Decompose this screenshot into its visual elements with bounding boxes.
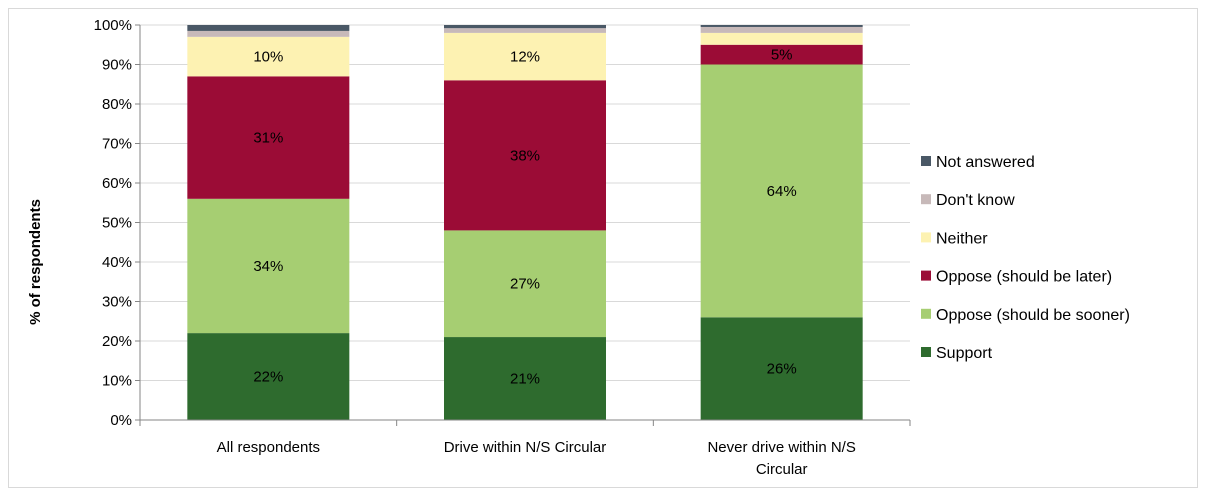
legend: Not answered Don't know Neither Oppose (sho… [921, 154, 1130, 362]
bar-segment [700, 64, 863, 318]
bar-segment [700, 32, 863, 45]
legend-label: Support [936, 345, 993, 362]
y-tick-label: 30% [102, 294, 132, 311]
bar-segment [187, 76, 350, 199]
x-tick-label: All respondents [217, 439, 320, 456]
legend-swatch [921, 308, 931, 319]
legend-label: Oppose (should be later) [936, 269, 1112, 286]
bar-segment [700, 26, 863, 33]
bar-segment [444, 25, 606, 29]
legend-swatch [921, 156, 931, 166]
data-label: 27% [510, 276, 540, 293]
legend-item: Oppose (should be sooner) [921, 307, 1130, 324]
bar-segment [187, 198, 350, 334]
legend-swatch [921, 347, 931, 357]
legend-swatch [921, 232, 931, 243]
legend-label: Don't know [936, 192, 1015, 209]
bar-segment [700, 25, 863, 27]
data-label: 10% [253, 49, 283, 66]
data-label: 64% [767, 183, 797, 200]
data-label: 31% [253, 130, 283, 147]
y-tick-label: 20% [102, 333, 132, 350]
bar-segment [444, 32, 606, 81]
x-tick-label: Never drive within N/S [707, 439, 855, 456]
legend-label: Not answered [936, 154, 1035, 171]
x-tick-labels: All respondents Drive within N/S Circular… [217, 439, 856, 478]
legend-swatch [921, 194, 931, 205]
bar-segment [187, 30, 350, 37]
bar-segment [444, 230, 606, 338]
data-label: 34% [253, 258, 283, 275]
y-tick-label: 100% [94, 17, 132, 34]
y-tick-label: 40% [102, 254, 132, 271]
bar-segment [444, 28, 606, 33]
legend-item: Don't know [921, 192, 1015, 209]
data-label: 21% [510, 371, 540, 388]
legend-label: Neither [936, 230, 988, 247]
bar-segment [444, 337, 606, 420]
data-label: 22% [253, 369, 283, 386]
y-tick-labels: 0% 10% 20% 30% 40% 50% 60% 70% 80% 90% 100% [94, 17, 132, 429]
data-label: 38% [510, 147, 540, 164]
data-label: 5% [771, 47, 793, 64]
y-tick-label: 50% [102, 215, 132, 232]
bar-segment [700, 44, 863, 65]
y-tick-label: 60% [102, 175, 132, 192]
legend-item: Neither [921, 230, 988, 247]
bar-segment [187, 36, 350, 77]
y-tick-label: 90% [102, 57, 132, 74]
x-tick-label: Drive within N/S Circular [444, 439, 607, 456]
bars: 22% 34% 31% 10% 21% 27% 38% 12% 26% 64% 5% [187, 25, 863, 420]
legend-item: Support [921, 345, 993, 362]
legend-swatch [921, 270, 931, 281]
y-tick-label: 0% [110, 412, 132, 429]
x-tick-label: Circular [756, 461, 808, 478]
y-tick-label: 80% [102, 96, 132, 113]
y-tick-label: 70% [102, 136, 132, 153]
legend-item: Oppose (should be later) [921, 269, 1112, 286]
y-axis-label: % of respondents [27, 199, 44, 325]
axes [135, 24, 911, 426]
legend-label: Oppose (should be sooner) [936, 307, 1130, 324]
bar-segment [444, 80, 606, 231]
bar-segment [187, 25, 350, 31]
data-label: 26% [767, 361, 797, 378]
data-label: 12% [510, 49, 540, 66]
bar-segment [187, 333, 350, 420]
bar-segment [700, 317, 863, 420]
y-tick-label: 10% [102, 373, 132, 390]
legend-item: Not answered [921, 154, 1035, 171]
